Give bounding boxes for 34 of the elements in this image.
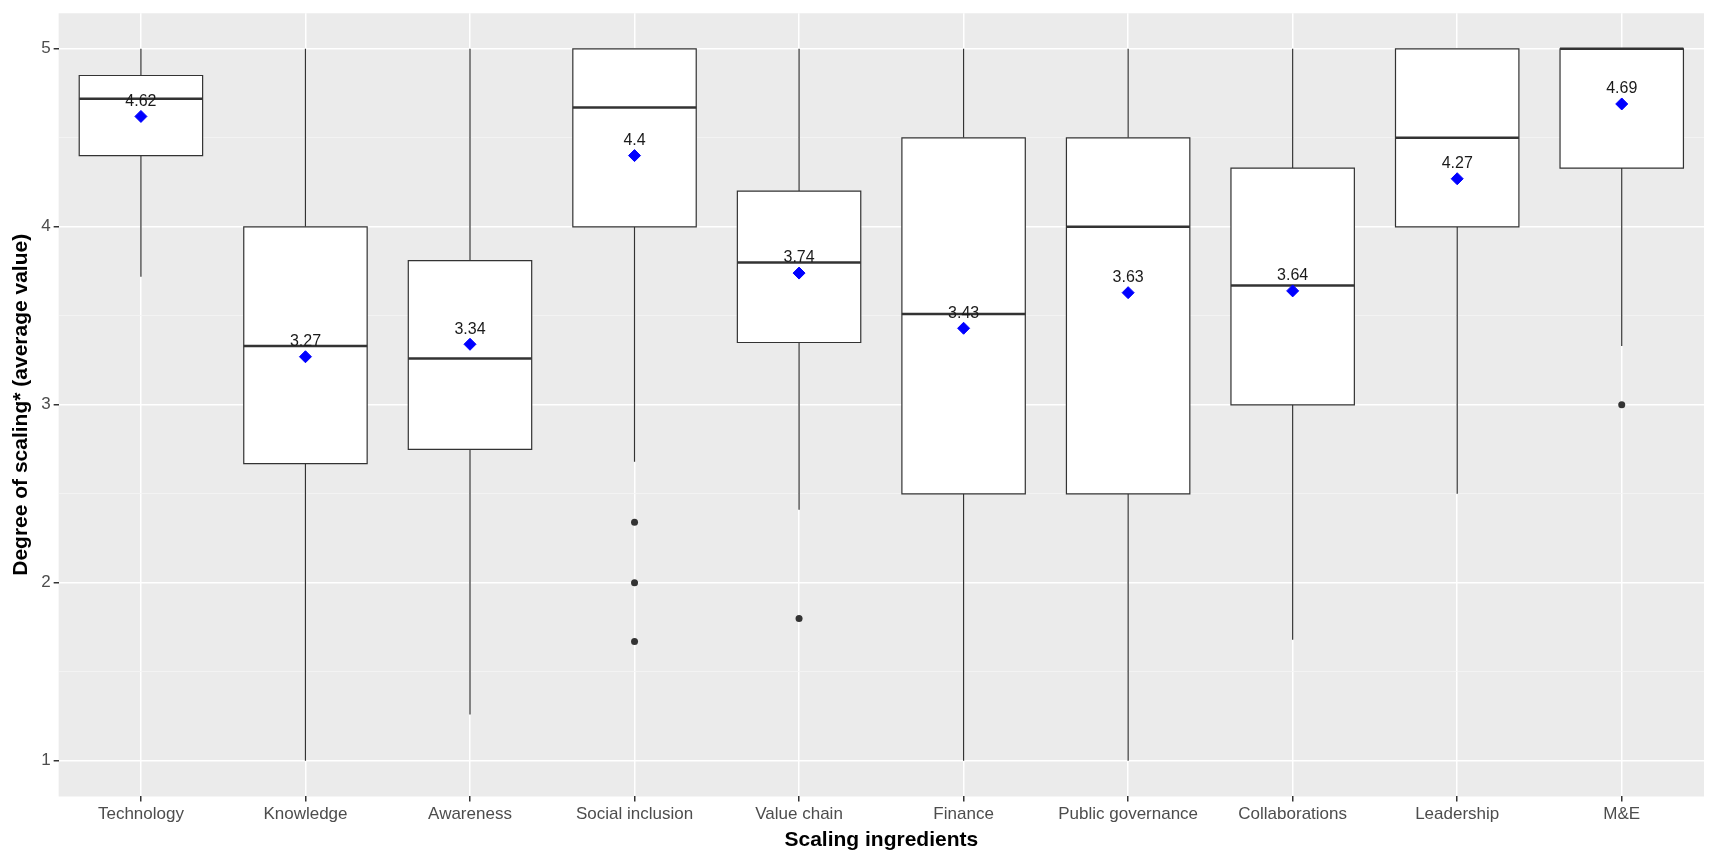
x-tick-label: Social inclusion xyxy=(575,804,694,824)
point xyxy=(628,149,642,163)
point xyxy=(298,350,312,364)
y-tick-label: 2 xyxy=(41,572,51,592)
data-label: 4.69 xyxy=(1606,79,1638,97)
x-tick-label: Collaborations xyxy=(1238,804,1348,824)
point xyxy=(1450,172,1464,186)
data-label: 3.34 xyxy=(454,319,486,337)
point xyxy=(134,109,148,123)
point xyxy=(1121,286,1135,300)
y-axis-title: Degree of scaling* (average value) xyxy=(8,233,32,576)
x-tick-label: Value chain xyxy=(755,804,843,824)
point xyxy=(1615,97,1629,111)
data-label: 4.27 xyxy=(1441,154,1473,172)
data-label: 3.27 xyxy=(289,332,322,350)
x-tick-label: Knowledge xyxy=(263,804,348,824)
y-tick-label: 5 xyxy=(41,38,51,58)
x-tick-label: M&E xyxy=(1603,804,1641,824)
data-label: 4.4 xyxy=(623,131,646,149)
x-tick-label: Awareness xyxy=(428,804,512,824)
x-tick-label: Leadership xyxy=(1415,804,1500,824)
point xyxy=(957,321,971,335)
x-tick-label: Technology xyxy=(97,804,185,824)
x-tick-label: Public governance xyxy=(1058,804,1199,824)
point xyxy=(1286,284,1300,298)
x-tick-label: Finance xyxy=(933,804,994,824)
point xyxy=(463,337,477,351)
data-label: 3.64 xyxy=(1277,266,1309,284)
x-axis-title: Scaling ingredients xyxy=(784,827,979,851)
data-label: 3.63 xyxy=(1112,268,1144,286)
y-tick-label: 3 xyxy=(41,394,51,414)
point xyxy=(792,266,806,280)
y-tick-label: 1 xyxy=(41,750,51,770)
y-tick-label: 4 xyxy=(41,216,51,236)
